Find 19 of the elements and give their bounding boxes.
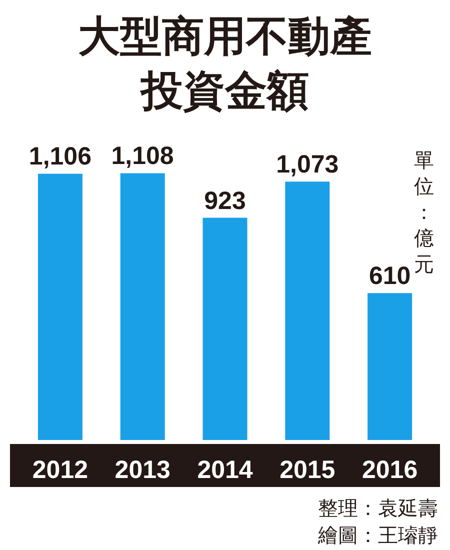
chart-title: 大型商用不動產投資金額 bbox=[78, 11, 372, 115]
bar bbox=[202, 218, 248, 440]
data-label: 1,108 bbox=[111, 142, 174, 170]
data-label: 1,073 bbox=[276, 150, 339, 179]
x-tick-label: 2014 bbox=[197, 456, 253, 484]
text: 整理：袁延壽 bbox=[318, 496, 438, 520]
x-tick-label: 2013 bbox=[114, 456, 170, 484]
data-label: 923 bbox=[204, 186, 246, 215]
bar bbox=[285, 182, 330, 440]
data-label: 1,106 bbox=[28, 142, 92, 171]
y-axis-title: 單位：億元 bbox=[414, 148, 434, 276]
x-tick-label: 2015 bbox=[280, 456, 336, 484]
bar bbox=[368, 293, 412, 440]
data-label: 610 bbox=[368, 262, 411, 290]
bar bbox=[38, 174, 82, 440]
x-tick-label: 2012 bbox=[32, 456, 88, 484]
text: 繪圖：王璿靜 bbox=[317, 523, 438, 547]
bar bbox=[120, 173, 165, 440]
x-tick-label: 2016 bbox=[362, 456, 418, 484]
